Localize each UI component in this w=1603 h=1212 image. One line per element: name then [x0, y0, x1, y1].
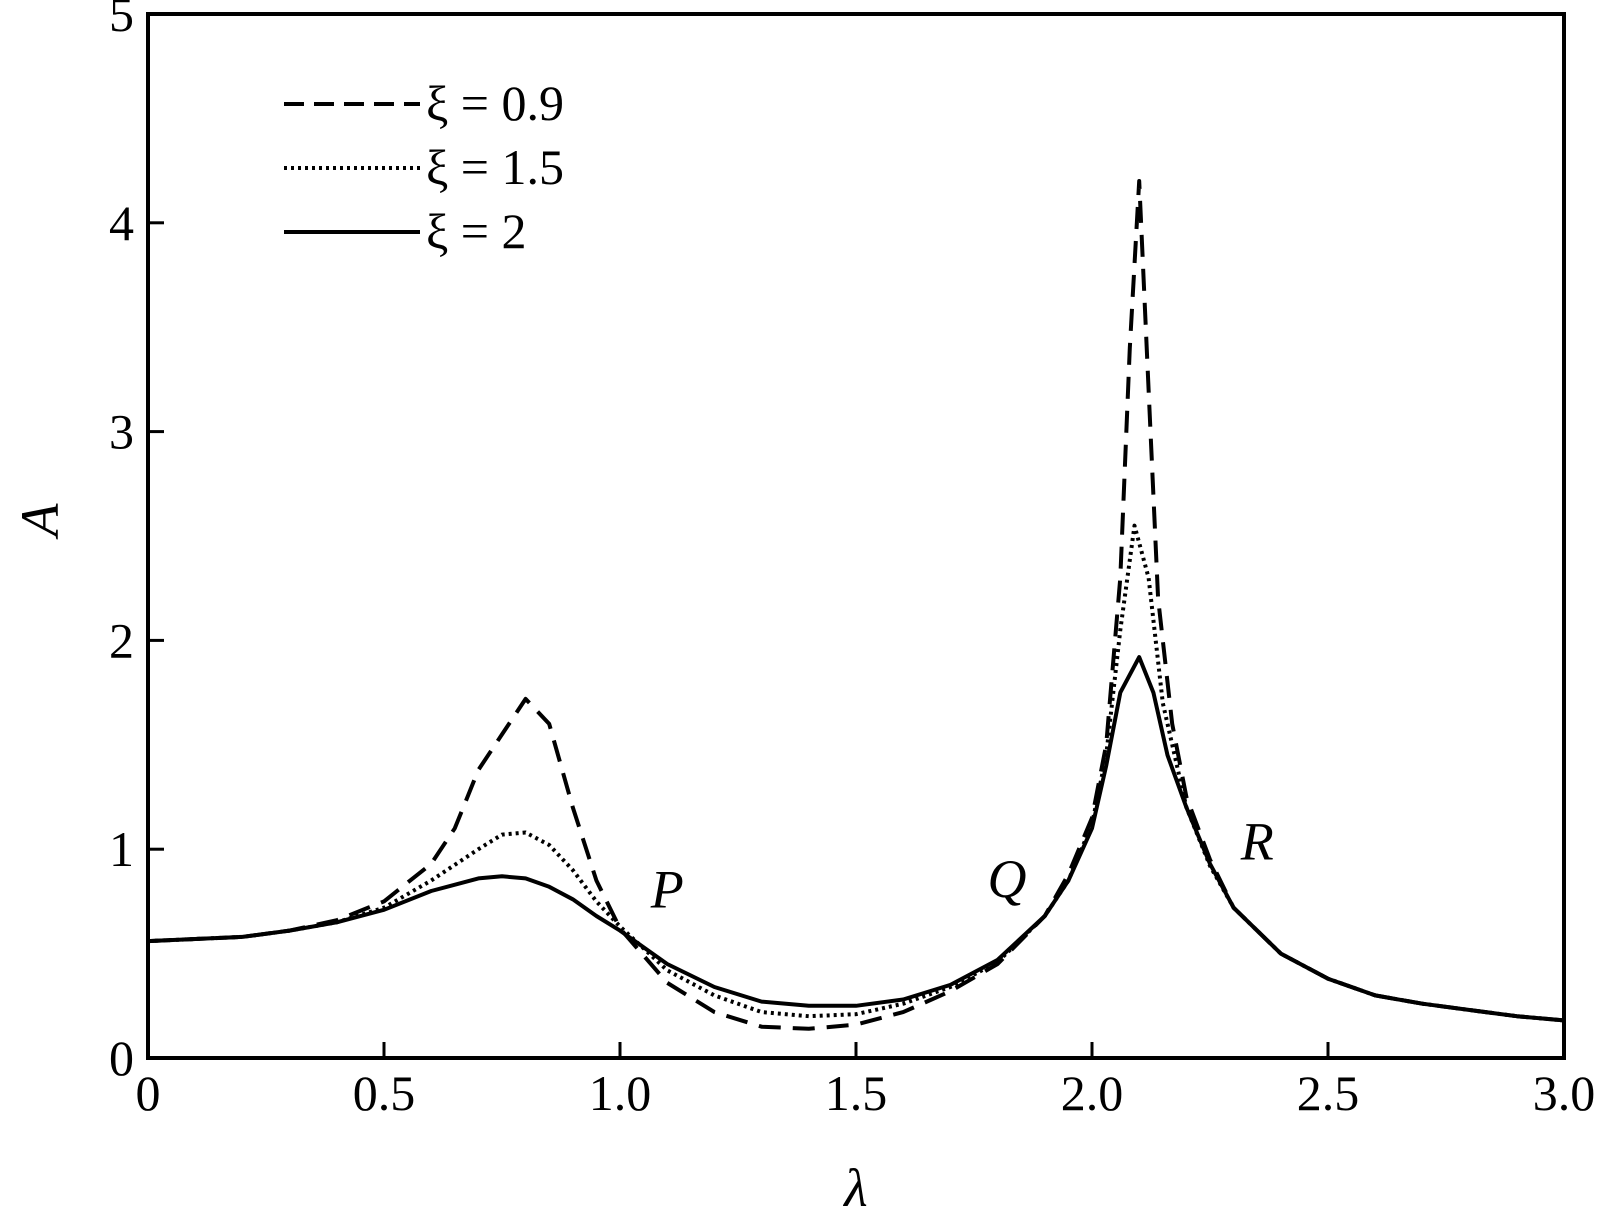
annotation-q: Q: [988, 849, 1027, 909]
plot-frame: [146, 12, 1566, 1060]
x-tick-label: 3.0: [1533, 1065, 1596, 1121]
y-tick-label: 3: [109, 404, 134, 460]
series-line-1: [147, 179, 1565, 1031]
annotations: P Q R: [650, 812, 1274, 920]
y-tick-label: 2: [109, 612, 134, 668]
y-tick-label: 4: [109, 195, 134, 251]
x-tick-label: 0: [136, 1065, 161, 1121]
y-tick-label: 1: [109, 821, 134, 877]
series-line-3: [147, 655, 1565, 1023]
y-axis-title: A: [10, 503, 70, 540]
y-axis-ticks: 0 1 2 3 4 5: [109, 0, 164, 1086]
legend-label-series-3: ξ = 2: [426, 203, 527, 259]
y-tick-label: 5: [109, 0, 134, 42]
x-axis-title: λ: [842, 1158, 867, 1212]
x-tick-label: 1.5: [825, 1065, 888, 1121]
annotation-p: P: [650, 860, 684, 920]
series-lines: [147, 179, 1565, 1031]
x-tick-label: 1.0: [589, 1065, 652, 1121]
x-axis-ticks: 0 0.5 1.0 1.5 2.0 2.5 3.0: [136, 1042, 1596, 1121]
x-tick-label: 2.0: [1061, 1065, 1124, 1121]
y-tick-label: 0: [109, 1030, 134, 1086]
legend-label-series-1: ξ = 0.9: [426, 75, 564, 131]
series-line-2: [147, 523, 1565, 1023]
annotation-r: R: [1240, 812, 1274, 872]
legend: ξ = 0.9 ξ = 1.5 ξ = 2: [284, 75, 564, 259]
x-tick-label: 0.5: [353, 1065, 416, 1121]
x-tick-label: 2.5: [1297, 1065, 1360, 1121]
legend-label-series-2: ξ = 1.5: [426, 139, 564, 195]
